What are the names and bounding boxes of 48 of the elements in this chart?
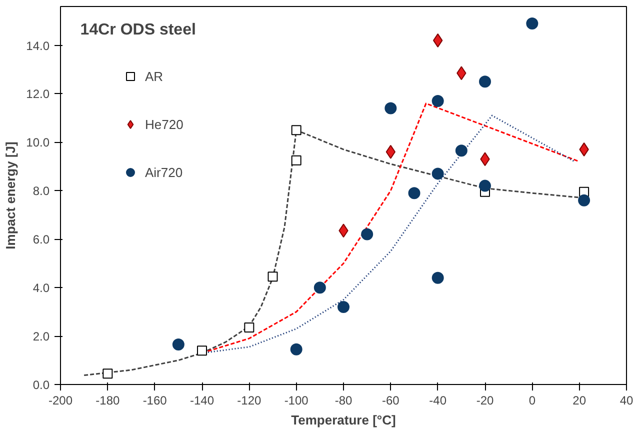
x-tick-label: -40 bbox=[429, 394, 447, 408]
point bbox=[578, 194, 590, 206]
point bbox=[290, 343, 302, 356]
point bbox=[291, 155, 302, 166]
x-tick-label: -140 bbox=[190, 394, 214, 408]
point bbox=[268, 272, 278, 282]
y-tick-label: 10.0 bbox=[26, 136, 50, 150]
x-tick-label: -160 bbox=[142, 394, 168, 408]
point bbox=[197, 346, 207, 356]
x-tick-label: -100 bbox=[284, 394, 309, 408]
point bbox=[432, 168, 444, 180]
point bbox=[479, 180, 491, 192]
point bbox=[338, 300, 350, 313]
legend-label: Air720 bbox=[145, 164, 183, 180]
x-tick-label: -120 bbox=[237, 394, 262, 408]
legend-label: He720 bbox=[145, 116, 184, 132]
point bbox=[384, 102, 397, 114]
y-tick-label: 2.0 bbox=[32, 330, 50, 344]
y-tick-label: 0.0 bbox=[32, 378, 50, 392]
point bbox=[432, 272, 444, 284]
point bbox=[432, 95, 444, 107]
x-tick-label: -80 bbox=[334, 394, 352, 408]
point bbox=[172, 338, 184, 351]
x-tick-label: -200 bbox=[48, 394, 73, 408]
point bbox=[244, 322, 254, 333]
y-tick-label: 14.0 bbox=[26, 38, 50, 53]
point bbox=[526, 17, 538, 30]
x-tick-label: -20 bbox=[476, 394, 494, 408]
point bbox=[291, 125, 302, 136]
x-tick-label: -180 bbox=[96, 394, 120, 408]
x-tick-label: 0 bbox=[528, 394, 536, 408]
legend-label: AR bbox=[145, 68, 164, 84]
y-tick-label: 12.0 bbox=[26, 87, 50, 102]
x-tick-label: -60 bbox=[382, 394, 400, 408]
x-tick-label: 40 bbox=[620, 394, 634, 408]
y-tick-label: 8.0 bbox=[32, 184, 50, 198]
x-axis-title: Temperature [°C] bbox=[291, 412, 396, 428]
y-tick-label: 4.0 bbox=[32, 281, 50, 296]
point bbox=[408, 187, 420, 200]
x-tick-label: 20 bbox=[572, 394, 586, 408]
point bbox=[361, 228, 374, 240]
text: 14Cr ODS steel bbox=[80, 22, 196, 39]
point bbox=[479, 76, 491, 88]
point bbox=[314, 282, 326, 294]
point bbox=[102, 368, 113, 379]
point bbox=[455, 144, 468, 157]
y-axis-title: Impact energy [J] bbox=[3, 142, 18, 250]
y-tick-label: 6.0 bbox=[32, 232, 50, 247]
